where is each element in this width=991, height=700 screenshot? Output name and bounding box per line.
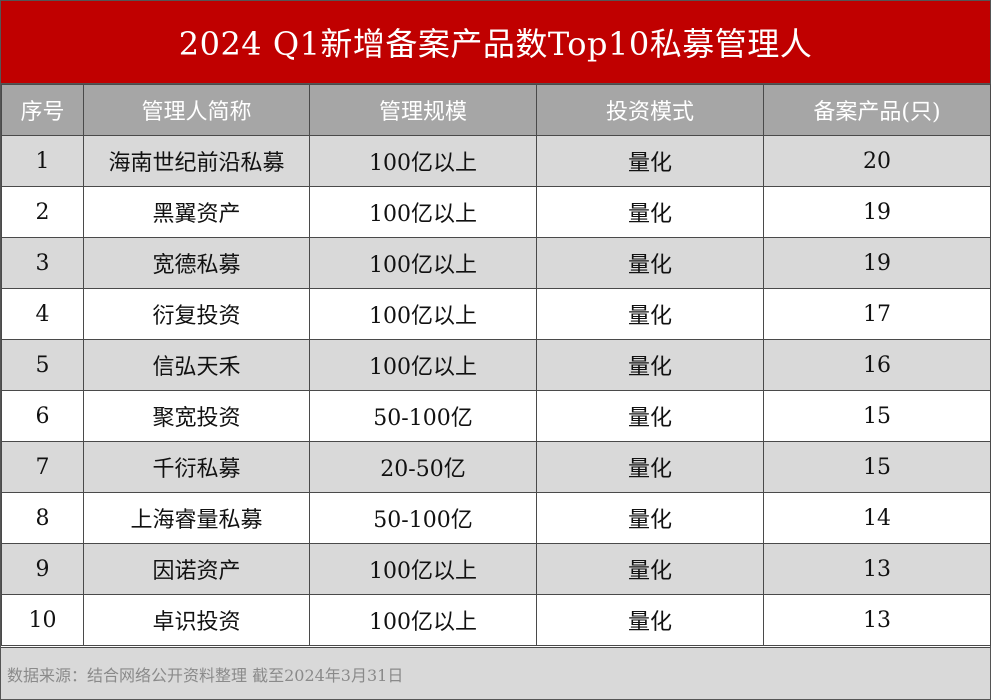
cell-manager: 宽德私募 <box>83 237 310 289</box>
cell-mode: 量化 <box>536 288 764 340</box>
cell-manager: 千衍私募 <box>83 441 310 493</box>
column-header-mode: 投资模式 <box>536 84 764 136</box>
table-row: 7 千衍私募 20-50亿 量化 15 <box>1 441 991 493</box>
cell-scale: 100亿以上 <box>309 543 537 595</box>
cell-mode: 量化 <box>536 186 764 238</box>
cell-mode: 量化 <box>536 339 764 391</box>
column-header-scale: 管理规模 <box>309 84 537 136</box>
cell-index: 9 <box>1 543 84 595</box>
cell-mode: 量化 <box>536 441 764 493</box>
cell-manager: 卓识投资 <box>83 594 310 646</box>
column-header-count: 备案产品(只) <box>763 84 991 136</box>
cell-scale: 100亿以上 <box>309 135 537 187</box>
column-header-index: 序号 <box>1 84 84 136</box>
cell-scale: 100亿以上 <box>309 288 537 340</box>
table-title: 2024 Q1新增备案产品数Top10私募管理人 <box>1 1 990 84</box>
cell-count: 13 <box>763 594 991 646</box>
cell-count: 13 <box>763 543 991 595</box>
cell-mode: 量化 <box>536 390 764 442</box>
table-row: 10 卓识投资 100亿以上 量化 13 <box>1 594 991 646</box>
cell-mode: 量化 <box>536 543 764 595</box>
cell-scale: 50-100亿 <box>309 390 537 442</box>
cell-mode: 量化 <box>536 492 764 544</box>
cell-index: 2 <box>1 186 84 238</box>
cell-manager: 因诺资产 <box>83 543 310 595</box>
table-row: 4 衍复投资 100亿以上 量化 17 <box>1 288 991 340</box>
cell-manager: 衍复投资 <box>83 288 310 340</box>
cell-mode: 量化 <box>536 135 764 187</box>
table-row: 2 黑翼资产 100亿以上 量化 19 <box>1 186 991 238</box>
cell-index: 3 <box>1 237 84 289</box>
cell-manager: 黑翼资产 <box>83 186 310 238</box>
cell-mode: 量化 <box>536 594 764 646</box>
cell-index: 10 <box>1 594 84 646</box>
cell-scale: 100亿以上 <box>309 594 537 646</box>
table-row: 6 聚宽投资 50-100亿 量化 15 <box>1 390 991 442</box>
cell-index: 1 <box>1 135 84 187</box>
cell-count: 19 <box>763 186 991 238</box>
cell-index: 5 <box>1 339 84 391</box>
cell-scale: 20-50亿 <box>309 441 537 493</box>
cell-scale: 100亿以上 <box>309 186 537 238</box>
cell-scale: 100亿以上 <box>309 339 537 391</box>
cell-index: 6 <box>1 390 84 442</box>
cell-index: 4 <box>1 288 84 340</box>
cell-index: 7 <box>1 441 84 493</box>
cell-count: 15 <box>763 390 991 442</box>
source-note: 数据来源：结合网络公开资料整理 截至2024年3月31日 <box>1 647 990 699</box>
cell-index: 8 <box>1 492 84 544</box>
cell-count: 15 <box>763 441 991 493</box>
cell-count: 17 <box>763 288 991 340</box>
table-row: 1 海南世纪前沿私募 100亿以上 量化 20 <box>1 135 991 187</box>
cell-scale: 50-100亿 <box>309 492 537 544</box>
table-row: 3 宽德私募 100亿以上 量化 19 <box>1 237 991 289</box>
cell-count: 16 <box>763 339 991 391</box>
table-row: 9 因诺资产 100亿以上 量化 13 <box>1 543 991 595</box>
cell-count: 20 <box>763 135 991 187</box>
cell-scale: 100亿以上 <box>309 237 537 289</box>
column-header-manager: 管理人简称 <box>83 84 310 136</box>
ranking-table: 序号 管理人简称 管理规模 投资模式 备案产品(只) 1 海南世纪前沿私募 10… <box>1 84 991 646</box>
table-row: 5 信弘天禾 100亿以上 量化 16 <box>1 339 991 391</box>
table-row: 8 上海睿量私募 50-100亿 量化 14 <box>1 492 991 544</box>
cell-manager: 聚宽投资 <box>83 390 310 442</box>
cell-manager: 上海睿量私募 <box>83 492 310 544</box>
cell-mode: 量化 <box>536 237 764 289</box>
cell-manager: 海南世纪前沿私募 <box>83 135 310 187</box>
cell-manager: 信弘天禾 <box>83 339 310 391</box>
header-row: 序号 管理人简称 管理规模 投资模式 备案产品(只) <box>1 84 991 136</box>
cell-count: 14 <box>763 492 991 544</box>
cell-count: 19 <box>763 237 991 289</box>
